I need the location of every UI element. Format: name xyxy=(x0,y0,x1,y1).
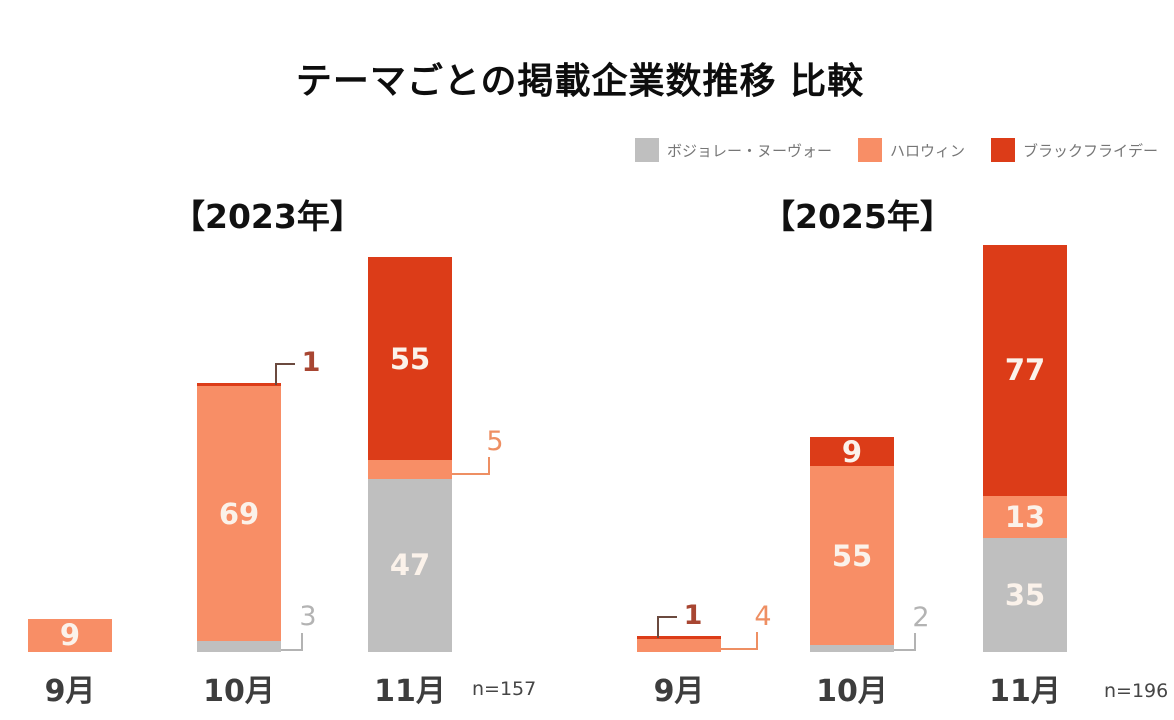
legend-swatch-beaujolais xyxy=(634,138,659,162)
callout-value-label: 2 xyxy=(912,601,930,633)
bar-segment-halloween xyxy=(983,495,1067,538)
chart-2025-heading: 【2025年】 xyxy=(762,197,953,236)
bar-segment-halloween xyxy=(197,386,281,641)
callout-connector xyxy=(275,362,295,385)
month-label: 11月 xyxy=(374,674,446,709)
legend-item: ハロウィン xyxy=(857,138,965,162)
month-label: 9月 xyxy=(653,674,705,709)
sample-size-2025: n=196 xyxy=(1104,680,1169,702)
bar-segment-blackfriday xyxy=(637,635,721,639)
chart-2023-heading: 【2023年】 xyxy=(172,197,363,236)
legend: ボジョレー・ヌーヴォー ハロウィン ブラックフライデー xyxy=(634,138,1158,162)
bar-segment-beaujolais xyxy=(197,640,281,652)
bar-segment-beaujolais xyxy=(810,645,894,652)
callout-value-label: 5 xyxy=(486,425,504,457)
callout-connector xyxy=(657,615,677,638)
callout-connector xyxy=(894,633,916,651)
legend-label: ハロウィン xyxy=(889,141,965,160)
bar-segment-beaujolais xyxy=(983,537,1067,652)
bar-segment-blackfriday xyxy=(368,257,452,461)
legend-item: ブラックフライデー xyxy=(990,138,1158,162)
month-label: 9月 xyxy=(44,674,96,709)
bar-segment-beaujolais xyxy=(368,478,452,652)
legend-swatch-blackfriday xyxy=(990,138,1015,162)
month-label: 10月 xyxy=(203,674,275,709)
bar-segment-halloween xyxy=(810,466,894,646)
callout-connector xyxy=(281,632,303,651)
bar-segment-blackfriday xyxy=(197,382,281,387)
month-label: 11月 xyxy=(989,674,1061,709)
bar-segment-blackfriday xyxy=(983,244,1067,496)
bar-segment-halloween xyxy=(368,460,452,479)
bar-segment-blackfriday xyxy=(810,436,894,467)
sample-size-2023: n=157 xyxy=(472,678,537,700)
callout-value-label: 4 xyxy=(754,600,772,632)
callout-connector xyxy=(452,457,490,476)
legend-label: ブラックフライデー xyxy=(1022,141,1158,160)
legend-label: ボジョレー・ヌーヴォー xyxy=(666,141,832,160)
callout-value-label: 1 xyxy=(301,347,321,379)
legend-item: ボジョレー・ヌーヴォー xyxy=(634,138,832,162)
chart-title: テーマごとの掲載企業数推移 比較 xyxy=(295,61,865,102)
bar-segment-halloween xyxy=(28,618,112,652)
bar-segment-halloween xyxy=(637,638,721,652)
callout-value-label: 3 xyxy=(299,601,317,633)
legend-swatch-halloween xyxy=(857,138,882,162)
callout-value-label: 1 xyxy=(683,600,703,632)
callout-connector xyxy=(721,632,758,651)
month-label: 10月 xyxy=(816,674,888,709)
